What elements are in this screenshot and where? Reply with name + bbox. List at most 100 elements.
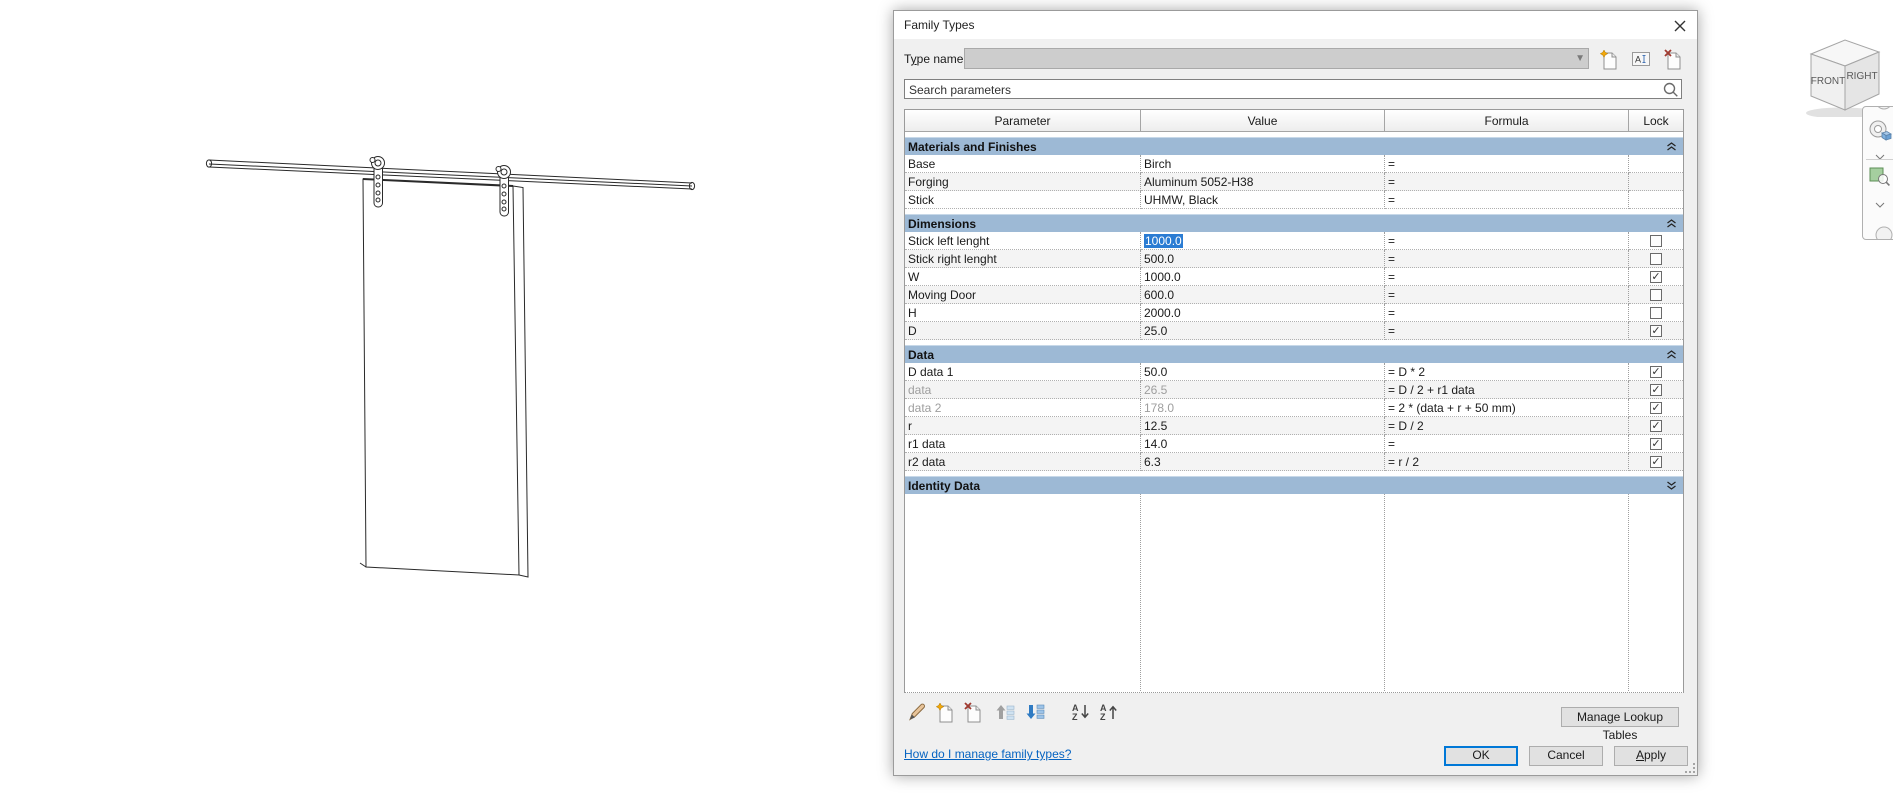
formula-cell[interactable]: =: [1385, 232, 1629, 250]
value-cell[interactable]: 14.0: [1141, 435, 1385, 453]
formula-cell[interactable]: =: [1385, 286, 1629, 304]
formula-cell[interactable]: =: [1385, 268, 1629, 286]
formula-cell[interactable]: =: [1385, 322, 1629, 340]
formula-cell[interactable]: = r / 2: [1385, 453, 1629, 471]
expand-section-icon[interactable]: [1666, 480, 1677, 491]
value-cell[interactable]: 26.5: [1141, 381, 1385, 399]
lock-checkbox[interactable]: ✓: [1650, 437, 1662, 450]
lock-checkbox[interactable]: ✓: [1650, 401, 1662, 414]
section-header-identity-data[interactable]: Identity Data: [905, 476, 1683, 494]
formula-cell[interactable]: =: [1385, 435, 1629, 453]
section-label: Dimensions: [908, 216, 977, 231]
param-row-d: D 25.0 = ✓: [905, 322, 1683, 340]
parameter-cell[interactable]: r2 data: [905, 453, 1141, 471]
lock-checkbox[interactable]: [1650, 288, 1662, 301]
parameter-cell[interactable]: Forging: [905, 173, 1141, 191]
formula-cell[interactable]: = D / 2 + r1 data: [1385, 381, 1629, 399]
edit-parameter-button[interactable]: [906, 701, 928, 723]
move-parameter-up-button[interactable]: [994, 701, 1016, 723]
parameter-cell[interactable]: r1 data: [905, 435, 1141, 453]
lock-checkbox[interactable]: [1650, 234, 1662, 247]
parameter-cell[interactable]: data 2: [905, 399, 1141, 417]
formula-cell[interactable]: =: [1385, 191, 1629, 209]
value-cell[interactable]: Aluminum 5052-H38: [1141, 173, 1385, 191]
parameter-cell[interactable]: Stick: [905, 191, 1141, 209]
viewcube-right-label: RIGHT: [1846, 71, 1877, 82]
door-hanger-right: [495, 165, 511, 217]
rename-type-button[interactable]: A: [1629, 47, 1653, 71]
delete-type-button[interactable]: [1661, 47, 1685, 71]
formula-cell[interactable]: =: [1385, 173, 1629, 191]
lock-checkbox[interactable]: ✓: [1650, 383, 1662, 396]
column-header-formula[interactable]: Formula: [1385, 110, 1629, 132]
formula-cell[interactable]: = D * 2: [1385, 363, 1629, 381]
formula-cell[interactable]: =: [1385, 155, 1629, 173]
parameter-cell[interactable]: r: [905, 417, 1141, 435]
move-parameter-down-button[interactable]: [1024, 701, 1046, 723]
section-header-data[interactable]: Data: [905, 345, 1683, 363]
formula-cell[interactable]: =: [1385, 304, 1629, 322]
cancel-button[interactable]: Cancel: [1529, 746, 1603, 766]
value-cell[interactable]: 1000.0: [1141, 232, 1385, 250]
value-cell[interactable]: 1000.0: [1141, 268, 1385, 286]
lock-checkbox[interactable]: ✓: [1650, 419, 1662, 432]
column-header-value[interactable]: Value: [1141, 110, 1385, 132]
parameter-cell[interactable]: W: [905, 268, 1141, 286]
lock-checkbox[interactable]: ✓: [1650, 455, 1662, 468]
delete-parameter-button[interactable]: [962, 701, 984, 723]
collapse-section-icon[interactable]: [1666, 218, 1677, 229]
lock-checkbox[interactable]: ✓: [1650, 324, 1662, 337]
value-cell[interactable]: Birch: [1141, 155, 1385, 173]
selected-value-text[interactable]: 1000.0: [1144, 233, 1183, 248]
new-type-button[interactable]: [1597, 47, 1621, 71]
value-cell[interactable]: 25.0: [1141, 322, 1385, 340]
lock-checkbox[interactable]: [1650, 252, 1662, 265]
lock-checkbox[interactable]: [1650, 306, 1662, 319]
section-header-dimensions[interactable]: Dimensions: [905, 214, 1683, 232]
search-icon[interactable]: [1662, 81, 1679, 101]
value-cell[interactable]: UHMW, Black: [1141, 191, 1385, 209]
formula-cell[interactable]: = 2 * (data + r + 50 mm): [1385, 399, 1629, 417]
lock-checkbox[interactable]: ✓: [1650, 270, 1662, 283]
column-header-parameter[interactable]: Parameter: [905, 110, 1141, 132]
close-button[interactable]: [1671, 17, 1689, 35]
dialog-titlebar[interactable]: Family Types: [894, 11, 1697, 39]
viewcube[interactable]: FRONT RIGHT: [1798, 22, 1893, 119]
new-parameter-button[interactable]: [934, 701, 956, 723]
steering-wheel-dropdown-icon[interactable]: [1875, 147, 1887, 160]
parameter-cell[interactable]: data: [905, 381, 1141, 399]
type-name-select[interactable]: ▼: [964, 48, 1589, 69]
sort-ascending-button[interactable]: A Z: [1070, 701, 1092, 723]
steering-wheel-icon[interactable]: [1868, 119, 1892, 143]
help-link[interactable]: How do I manage family types?: [904, 747, 1072, 761]
lock-checkbox[interactable]: ✓: [1650, 365, 1662, 378]
parameter-cell[interactable]: D data 1: [905, 363, 1141, 381]
formula-cell[interactable]: =: [1385, 250, 1629, 268]
collapse-section-icon[interactable]: [1666, 141, 1677, 152]
column-header-lock[interactable]: Lock: [1629, 110, 1683, 132]
value-cell[interactable]: 12.5: [1141, 417, 1385, 435]
parameter-cell[interactable]: D: [905, 322, 1141, 340]
resize-grip[interactable]: [1685, 763, 1695, 773]
value-cell[interactable]: 2000.0: [1141, 304, 1385, 322]
zoom-dropdown-icon[interactable]: [1875, 195, 1887, 208]
zoom-region-icon[interactable]: [1868, 165, 1892, 189]
value-cell[interactable]: 6.3: [1141, 453, 1385, 471]
parameter-cell[interactable]: Stick left lenght: [905, 232, 1141, 250]
ok-button[interactable]: OK: [1444, 746, 1518, 766]
parameter-cell[interactable]: Base: [905, 155, 1141, 173]
search-input[interactable]: [905, 80, 1667, 100]
section-header-materials-and-finishes[interactable]: Materials and Finishes: [905, 137, 1683, 155]
sort-descending-button[interactable]: A Z: [1098, 701, 1120, 723]
value-cell[interactable]: 500.0: [1141, 250, 1385, 268]
parameter-cell[interactable]: Stick right lenght: [905, 250, 1141, 268]
value-cell[interactable]: 600.0: [1141, 286, 1385, 304]
parameter-cell[interactable]: H: [905, 304, 1141, 322]
parameter-cell[interactable]: Moving Door: [905, 286, 1141, 304]
apply-button[interactable]: Apply: [1614, 746, 1688, 766]
formula-cell[interactable]: = D / 2: [1385, 417, 1629, 435]
collapse-section-icon[interactable]: [1666, 349, 1677, 360]
manage-lookup-tables-button[interactable]: Manage Lookup Tables: [1561, 707, 1679, 742]
value-cell[interactable]: 50.0: [1141, 363, 1385, 381]
value-cell[interactable]: 178.0: [1141, 399, 1385, 417]
